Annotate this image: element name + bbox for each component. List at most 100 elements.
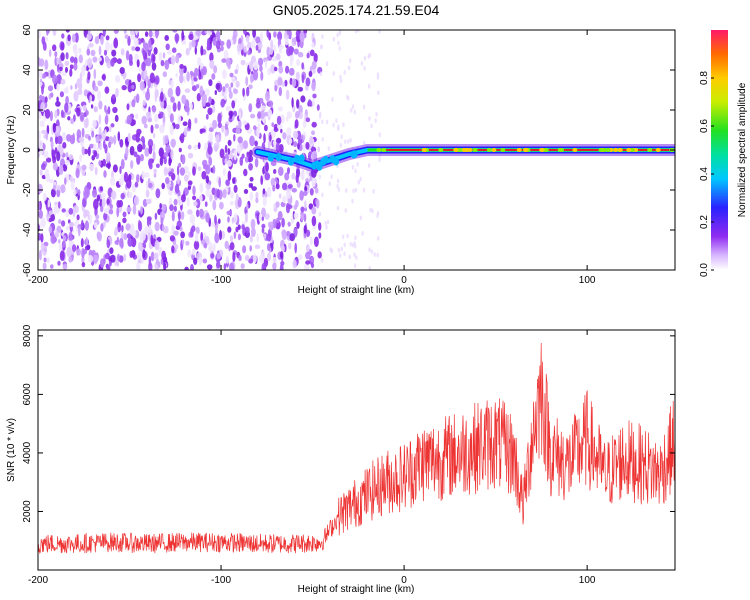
noise-speckle xyxy=(160,59,165,67)
noise-speckle xyxy=(228,91,233,99)
noise-speckle xyxy=(202,159,208,167)
noise-speckle xyxy=(222,189,227,199)
noise-speckle-faint xyxy=(318,174,322,180)
snr-x-tick-label: 0 xyxy=(401,575,407,586)
noise-speckle xyxy=(104,105,107,113)
noise-speckle xyxy=(288,242,292,250)
noise-speckle xyxy=(88,42,94,48)
noise-speckle xyxy=(184,187,189,196)
noise-speckle xyxy=(165,144,171,154)
noise-speckle xyxy=(159,126,164,132)
noise-speckle xyxy=(288,45,294,56)
noise-speckle xyxy=(57,184,61,191)
noise-speckle xyxy=(248,60,254,70)
noise-speckle xyxy=(56,96,59,103)
noise-speckle xyxy=(263,233,267,239)
noise-speckle xyxy=(276,137,282,144)
noise-speckle xyxy=(188,33,194,41)
colorbar-label: Normalized spectral amplitude xyxy=(737,82,748,217)
noise-speckle xyxy=(259,65,263,72)
noise-speckle xyxy=(44,59,49,70)
noise-speckle-faint xyxy=(344,208,347,213)
noise-speckle xyxy=(111,94,116,100)
ridge-early-blob xyxy=(294,154,301,163)
noise-speckle xyxy=(247,41,252,49)
noise-speckle-faint xyxy=(329,247,332,253)
noise-speckle xyxy=(79,112,85,123)
noise-speckle xyxy=(50,140,54,150)
noise-speckle xyxy=(313,236,319,248)
noise-speckle xyxy=(229,262,234,270)
noise-speckle xyxy=(38,249,42,261)
noise-speckle xyxy=(272,184,276,192)
noise-speckle xyxy=(226,210,232,216)
noise-speckle-faint xyxy=(361,231,364,236)
noise-speckle xyxy=(235,128,241,135)
noise-speckle-faint xyxy=(340,246,343,252)
noise-speckle xyxy=(250,218,256,230)
noise-speckle xyxy=(169,186,174,192)
noise-speckle xyxy=(56,74,62,85)
noise-speckle xyxy=(110,43,113,52)
noise-speckle xyxy=(82,104,87,112)
noise-speckle xyxy=(69,68,73,77)
spectrogram-x-tick-label: 0 xyxy=(401,275,407,286)
noise-speckle xyxy=(162,71,167,78)
noise-speckle xyxy=(218,218,221,224)
noise-speckle-faint xyxy=(332,36,336,42)
noise-speckle xyxy=(240,59,246,66)
noise-speckle xyxy=(192,195,197,201)
noise-speckle xyxy=(52,30,57,37)
noise-speckle xyxy=(224,158,228,165)
noise-speckle-faint xyxy=(378,132,381,138)
noise-speckle xyxy=(258,57,264,67)
noise-speckle xyxy=(65,86,69,94)
snr-x-tick-label: 100 xyxy=(579,575,596,586)
noise-speckle xyxy=(161,182,165,190)
noise-speckle xyxy=(117,253,120,262)
noise-speckle-faint xyxy=(378,30,381,34)
noise-speckle xyxy=(266,233,272,242)
noise-speckle xyxy=(160,99,165,109)
noise-speckle xyxy=(152,31,156,38)
noise-speckle xyxy=(311,130,315,136)
noise-speckle xyxy=(208,132,214,143)
noise-speckle xyxy=(44,108,51,119)
noise-speckle-faint xyxy=(377,236,380,241)
noise-speckle-faint xyxy=(321,34,324,39)
noise-speckle xyxy=(78,226,81,237)
noise-speckle xyxy=(135,132,141,138)
ridge-blob xyxy=(613,148,619,152)
noise-speckle xyxy=(115,87,119,98)
noise-speckle xyxy=(42,41,47,51)
noise-speckle xyxy=(104,115,109,125)
noise-speckle-faint xyxy=(350,108,353,113)
noise-speckle xyxy=(222,86,226,93)
noise-speckle xyxy=(205,188,211,198)
noise-speckle xyxy=(298,104,303,115)
noise-speckle xyxy=(195,84,200,89)
noise-speckle xyxy=(194,117,198,124)
noise-speckle xyxy=(191,85,197,92)
ridge-blob xyxy=(486,148,492,152)
noise-speckle xyxy=(170,149,174,160)
noise-speckle-faint xyxy=(325,225,328,230)
noise-speckle xyxy=(154,212,158,220)
noise-speckle xyxy=(93,143,97,150)
noise-speckle xyxy=(65,66,68,73)
noise-speckle xyxy=(78,81,83,91)
noise-speckle xyxy=(98,114,102,125)
noise-speckle xyxy=(303,213,307,223)
noise-speckle xyxy=(270,64,276,74)
noise-speckle xyxy=(114,226,118,236)
noise-speckle xyxy=(41,84,44,95)
noise-speckle xyxy=(68,221,75,228)
noise-speckle xyxy=(246,151,250,157)
ridge-blob xyxy=(626,148,632,152)
noise-speckle xyxy=(83,148,89,155)
noise-speckle xyxy=(62,164,68,172)
noise-speckle xyxy=(266,30,269,38)
noise-speckle xyxy=(41,73,47,79)
noise-speckle xyxy=(134,181,139,188)
noise-speckle xyxy=(105,35,110,41)
